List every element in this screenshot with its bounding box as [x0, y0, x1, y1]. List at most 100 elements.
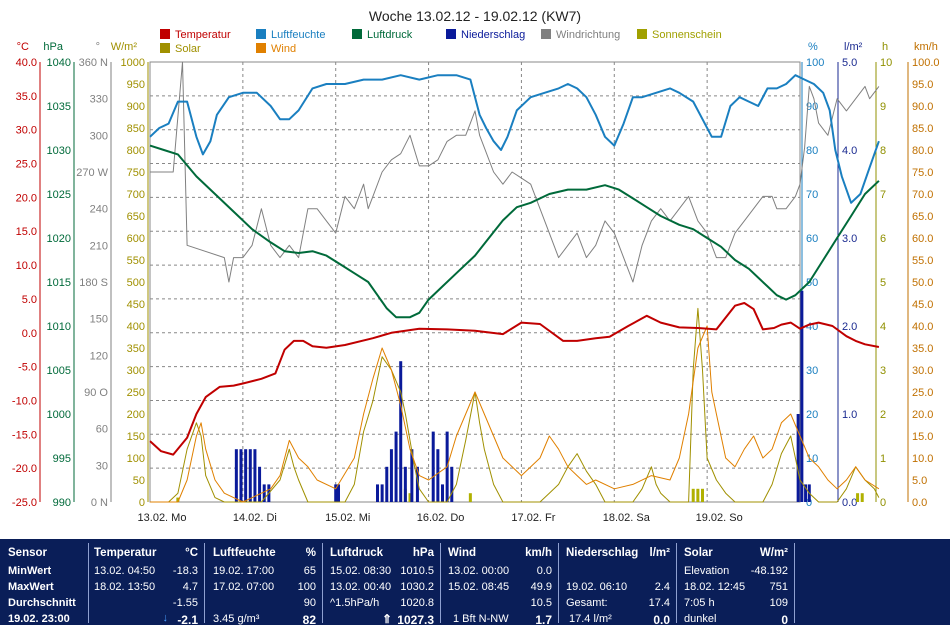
wind-tick-label: 20.0 — [912, 409, 933, 421]
press-tick-label: 1010 — [47, 321, 71, 333]
solar-tick-label: 550 — [127, 255, 145, 267]
niederschlag-bar — [415, 466, 419, 502]
solar-unit: W/m² — [759, 547, 788, 559]
dir-tick-label: 300 — [90, 130, 108, 142]
temp-tick-label: 0.0 — [22, 328, 37, 340]
rain-tick-label: 5.0 — [842, 57, 857, 69]
x-tick-label: 18.02. Sa — [603, 512, 651, 524]
dir-tick-label: 180 S — [79, 277, 108, 289]
rain-tick-label: 3.0 — [842, 233, 857, 245]
sun-tick-label: 10 — [880, 57, 892, 69]
temperatur-line — [149, 302, 880, 456]
temp-tick-label: 15.0 — [16, 226, 37, 238]
wind-tick-label: 100.0 — [912, 57, 940, 69]
temperature-min-value: -18.3 — [172, 565, 198, 577]
rain-tick-label: 0.0 — [842, 497, 857, 509]
niederschlag-bar — [385, 466, 389, 502]
temp-tick-label: -10.0 — [12, 395, 37, 407]
sonnenschein-bar — [701, 488, 704, 502]
hum-tick-label: 10 — [806, 453, 818, 465]
temperature-trend-icon: ↓ — [162, 612, 169, 624]
niederschlag-bar — [337, 484, 340, 502]
pressure-column: Luftdruck hPa 15.02. 08:30 1010.5 13.02.… — [323, 543, 441, 627]
legend-swatch — [160, 43, 170, 53]
temperature-max-value: 4.7 — [182, 581, 198, 593]
solar-max-time: 18.02. 12:45 — [684, 581, 746, 593]
pressure-header: Luftdruck — [330, 547, 384, 559]
legend-swatch — [160, 29, 170, 39]
sun-tick-label: 9 — [880, 101, 886, 113]
press-tick-label: 1005 — [47, 365, 71, 377]
sonnenschein-bar — [856, 493, 860, 502]
humidity-header: Luftfeuchte — [213, 547, 276, 559]
legend-swatch — [541, 29, 551, 39]
windrichtung-line — [150, 61, 880, 283]
sonnenschein-bar — [696, 488, 700, 502]
press-tick-label: 1040 — [47, 57, 71, 69]
chart-bars — [176, 290, 864, 502]
wind-column: Wind km/h 13.02. 00:00 0.0 15.02. 08:45 … — [441, 543, 559, 627]
niederschlag-bar — [403, 466, 407, 502]
sun-tick-label: 2 — [880, 409, 886, 421]
dir-tick-label: 210 — [90, 240, 108, 252]
chart-lines — [149, 61, 880, 503]
humidity-min-value: 65 — [303, 565, 316, 577]
precipitation-header: Niederschlag — [566, 547, 639, 559]
temp-tick-label: 30.0 — [16, 125, 37, 137]
solar-tick-label: 700 — [127, 189, 145, 201]
humidity-avg-value: 90 — [303, 597, 316, 609]
sun-tick-label: 6 — [880, 233, 886, 245]
niederschlag-bar — [248, 449, 252, 502]
solar-line — [150, 307, 880, 503]
sun-tick-label: 4 — [880, 321, 886, 333]
pressure-avg-value: 1020.8 — [400, 597, 434, 609]
dir-tick-label: 330 — [90, 94, 108, 106]
niederschlag-bar — [431, 431, 435, 502]
wind-header: Wind — [448, 547, 476, 559]
wind-tick-label: 25.0 — [912, 387, 933, 399]
wind-tick-label: 35.0 — [912, 343, 933, 355]
niederschlag-bar — [399, 361, 403, 502]
niederschlag-bar — [234, 449, 238, 502]
solar-tick-label: 100 — [127, 453, 145, 465]
sonnenschein-bar — [408, 493, 412, 502]
solar-status: dunkel — [684, 613, 717, 625]
niederschlag-bar — [394, 431, 398, 502]
wind-tick-label: 60.0 — [912, 233, 933, 245]
sun-tick-label: 7 — [880, 189, 886, 201]
humidity-absolute: 3.45 g/m³ — [213, 613, 260, 625]
niederschlag-bar — [380, 484, 384, 502]
temp-unit-label: °C — [17, 41, 29, 53]
precipitation-max-time: 19.02. 06:10 — [566, 581, 628, 593]
temp-tick-label: -25.0 — [12, 497, 37, 509]
axis-units: °C hPa ° W/m²% l/m² h km/h — [17, 41, 938, 53]
solar-tick-label: 750 — [127, 167, 145, 179]
solar-tick-label: 300 — [127, 365, 145, 377]
dir-tick-label: 90 O — [84, 387, 108, 399]
x-tick-label: 14.02. Di — [233, 512, 277, 524]
solar-tick-label: 600 — [127, 233, 145, 245]
precipitation-column: Niederschlag l/m² 19.02. 06:10 2.4 Gesam… — [559, 543, 677, 627]
pressure-unit: hPa — [412, 547, 434, 559]
niederschlag-bar — [796, 414, 800, 502]
pressure-min-value: 1010.5 — [400, 565, 434, 577]
x-tick-label: 15.02. Mi — [325, 512, 370, 524]
press-tick-label: 1035 — [47, 101, 71, 113]
sun-tick-label: 1 — [880, 453, 886, 465]
solar-tick-label: 900 — [127, 101, 145, 113]
wind-unit-label: km/h — [914, 41, 938, 53]
legend-label: Solar — [175, 43, 201, 55]
wind-tick-label: 80.0 — [912, 145, 933, 157]
press-tick-label: 1015 — [47, 277, 71, 289]
wind-unit: km/h — [525, 547, 552, 559]
rain-tick-label: 4.0 — [842, 145, 857, 157]
wind-tick-label: 65.0 — [912, 211, 933, 223]
wind-max-value: 49.9 — [530, 581, 552, 593]
solar-tick-label: 1000 — [121, 57, 145, 69]
sensor-header: Sensor — [8, 547, 47, 559]
hum-tick-label: 80 — [806, 145, 818, 157]
legend-swatch — [256, 43, 266, 53]
chart-legend: Temperatur Luftfeuchte Luftdruck Niederschl… — [160, 29, 722, 55]
hum-tick-label: 20 — [806, 409, 818, 421]
solar-tick-label: 200 — [127, 409, 145, 421]
